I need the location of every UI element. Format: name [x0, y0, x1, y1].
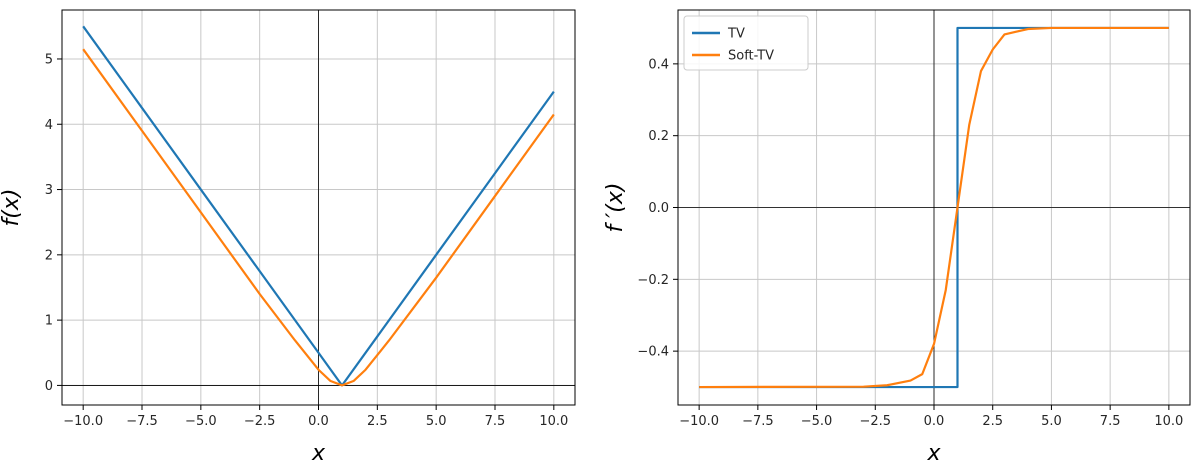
right-xtick-label-4: 0.0: [924, 414, 945, 429]
left-xtick-label-0: −10.0: [63, 414, 103, 429]
right-series-soft-tv-line: [699, 26, 1169, 389]
right-x-axis-label: x: [926, 441, 941, 466]
right-xtick-label-7: 7.5: [1100, 414, 1121, 429]
legend-label-tv: TV: [727, 27, 745, 42]
right-xtick-label-2: −5.0: [801, 414, 833, 429]
left-xtick-label-5: 2.5: [367, 414, 388, 429]
right-ytick-label-4: 0.4: [648, 57, 669, 72]
left-ytick-label-3: 3: [45, 183, 53, 198]
right-ytick-label-1: −0.2: [637, 273, 669, 288]
left-xtick-label-6: 5.0: [426, 414, 447, 429]
right-ytick-label-3: 0.2: [648, 129, 669, 144]
left-series-soft-tv-line: [82, 48, 555, 387]
right-plot: −10.0 −7.5 −5.0 −2.5 0.0 2.5 5.0 7.5 10.0 −0.4 −0.…: [603, 9, 1191, 466]
right-xtick-label-8: 10.0: [1154, 414, 1183, 429]
right-ytick-label-2: 0.0: [648, 201, 669, 216]
left-ytick-label-0: 0: [45, 379, 53, 394]
right-y-axis-label: f ′(x): [603, 183, 628, 233]
legend-label-soft-tv: Soft-TV: [728, 49, 774, 64]
left-y-axis-label: f(x): [0, 189, 24, 227]
left-xtick-label-8: 10.0: [539, 414, 568, 429]
left-ytick-label-1: 1: [45, 314, 53, 329]
left-ytick-label-5: 5: [45, 52, 53, 67]
left-series-tv-line: [82, 25, 555, 387]
right-xtick-label-1: −7.5: [742, 414, 774, 429]
right-xtick-label-3: −2.5: [859, 414, 891, 429]
left-xtick-label-7: 7.5: [485, 414, 506, 429]
left-xtick-label-3: −2.5: [244, 414, 276, 429]
left-plot: −10.0 −7.5 −5.0 −2.5 0.0 2.5 5.0 7.5 10.0 0 1 2 3 4 5 x…: [0, 9, 576, 466]
right-xtick-label-6: 5.0: [1041, 414, 1062, 429]
left-x-axis-label: x: [311, 441, 326, 466]
left-ytick-label-4: 4: [45, 118, 53, 133]
left-xtick-label-4: 0.0: [308, 414, 329, 429]
right-xtick-label-0: −10.0: [679, 414, 719, 429]
right-xtick-label-5: 2.5: [982, 414, 1003, 429]
left-ytick-label-2: 2: [45, 248, 53, 263]
legend-box: [683, 15, 809, 71]
right-ytick-label-0: −0.4: [637, 345, 669, 360]
left-xtick-label-1: −7.5: [126, 414, 158, 429]
left-xtick-label-2: −5.0: [185, 414, 217, 429]
